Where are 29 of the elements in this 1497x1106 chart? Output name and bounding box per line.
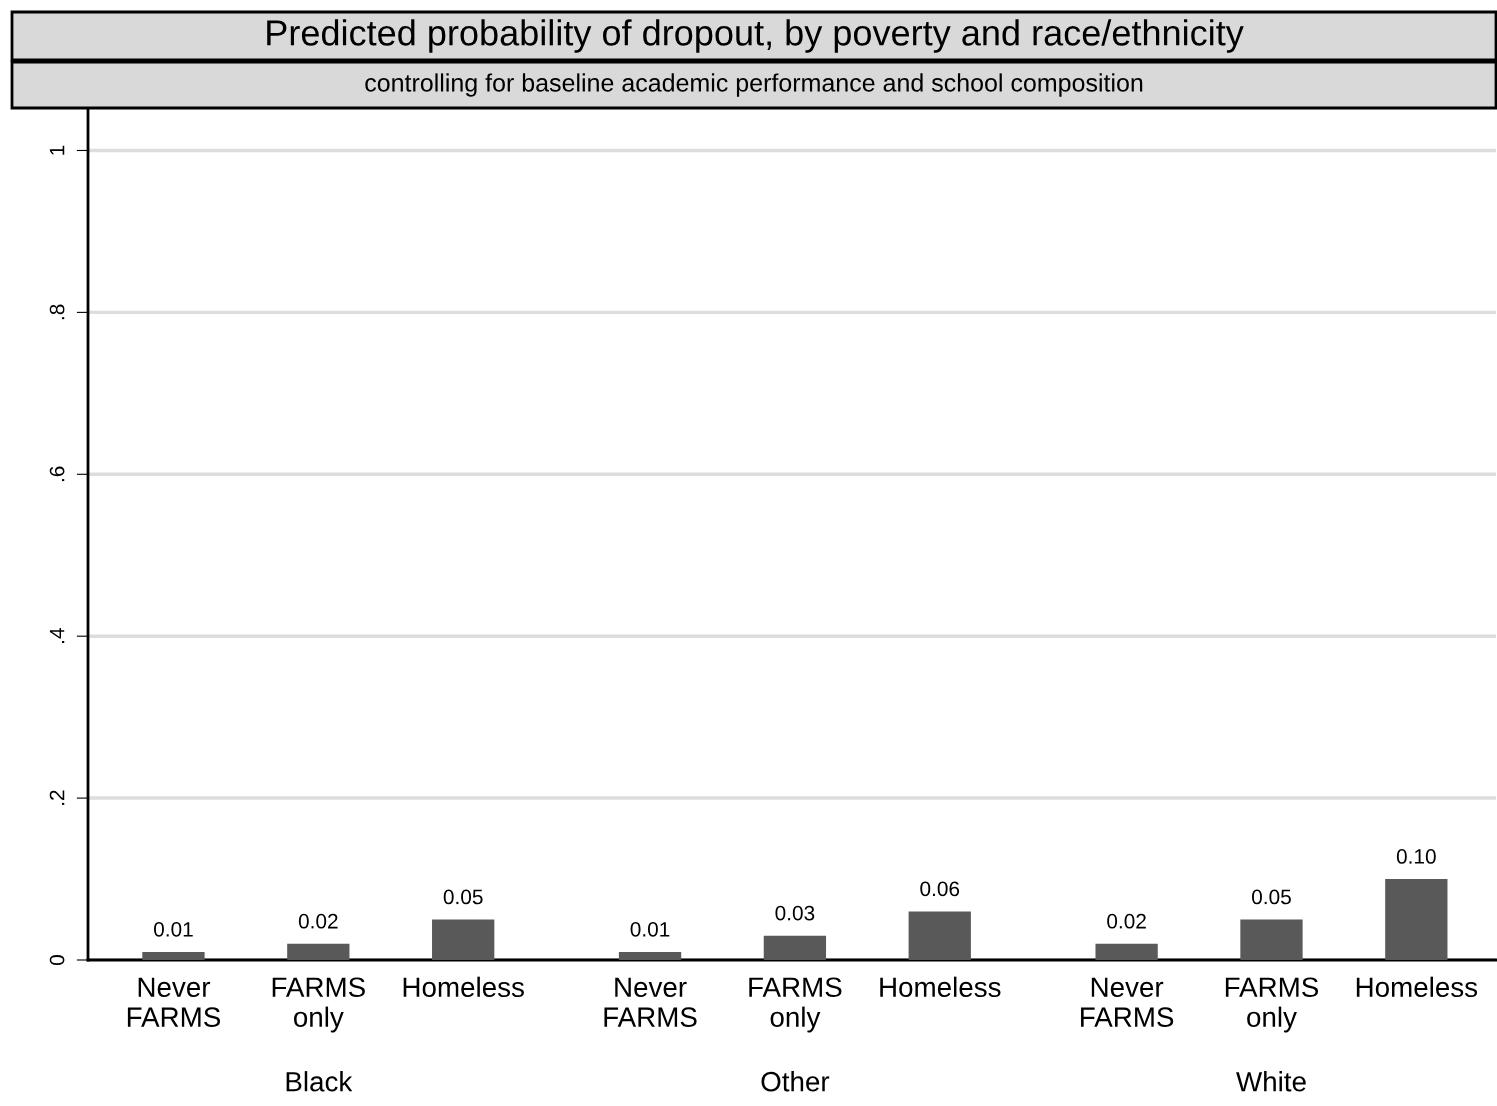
data-label: 0.01 bbox=[630, 921, 670, 937]
x-tick-label: Homeless bbox=[1356, 976, 1478, 998]
y-tick-label: .8 bbox=[49, 304, 65, 320]
y-tick-label: .6 bbox=[49, 466, 65, 482]
text: Black bbox=[286, 1071, 353, 1092]
text: White bbox=[1236, 1071, 1306, 1092]
chart-title: Predicted probability of dropout, by poverty and race/ethnicity bbox=[267, 19, 1244, 53]
x-tick-label: Homeless bbox=[880, 976, 1001, 998]
x-tick-label: Never FARMS bbox=[604, 977, 697, 1027]
y-tick-label: .2 bbox=[49, 790, 65, 805]
chart-subtitle: controlling for baseline academic performance and school composition bbox=[365, 73, 1143, 97]
data-label: 0.01 bbox=[154, 921, 193, 937]
data-label: 0.02 bbox=[1107, 913, 1146, 929]
x-tick-label: Never FARMS bbox=[127, 977, 221, 1027]
x-tick-label: FARMS only bbox=[1225, 977, 1319, 1033]
text: Other bbox=[761, 1071, 830, 1092]
x-tick-label: Never FARMS bbox=[1081, 977, 1174, 1027]
data-label: 0.05 bbox=[443, 889, 483, 905]
x-tick-label: FARMS only bbox=[749, 977, 842, 1033]
y-tick-label: 1 bbox=[49, 145, 65, 155]
y-tick-label: .4 bbox=[49, 628, 65, 643]
data-label: 0.03 bbox=[775, 905, 815, 921]
data-label: 0.10 bbox=[1396, 849, 1436, 864]
data-label: 0.06 bbox=[920, 881, 960, 897]
data-label: 0.02 bbox=[298, 913, 338, 929]
x-tick-label: FARMS only bbox=[272, 977, 365, 1033]
x-tick-label: Homeless bbox=[403, 976, 524, 998]
data-label: 0.05 bbox=[1252, 889, 1291, 905]
y-tick-label: 0 bbox=[49, 955, 65, 965]
